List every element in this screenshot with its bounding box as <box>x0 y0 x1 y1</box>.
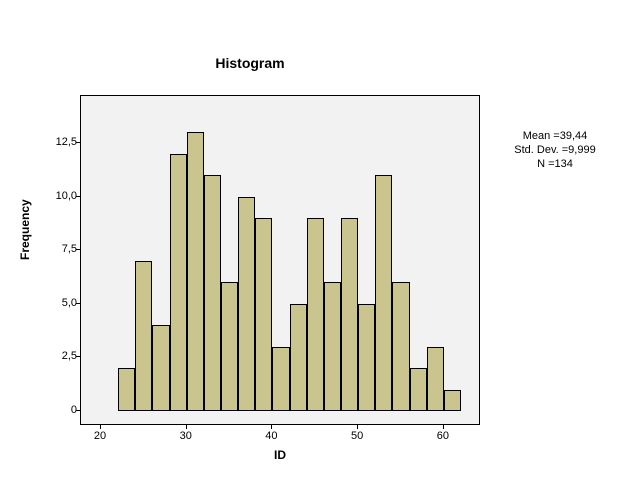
histogram-bar <box>272 347 289 411</box>
y-tick-label: 12,5 <box>37 136 77 148</box>
histogram-bar <box>238 197 255 411</box>
stat-mean: Mean =39,44 <box>495 130 615 144</box>
histogram-bar <box>392 282 409 411</box>
histogram-bar <box>375 175 392 411</box>
x-tick-label: 50 <box>351 430 363 442</box>
y-tick-label: 0 <box>37 404 77 416</box>
plot-inner <box>101 111 461 411</box>
x-tick-mark <box>357 425 358 429</box>
histogram-bar <box>444 390 461 411</box>
stat-n: N =134 <box>495 158 615 172</box>
y-axis-label: Frequency <box>18 199 32 260</box>
histogram-bar <box>410 368 427 411</box>
histogram-bar <box>152 325 169 411</box>
y-tick-mark <box>76 142 80 143</box>
y-tick-mark <box>76 249 80 250</box>
histogram-bar <box>427 347 444 411</box>
y-tick-mark <box>76 303 80 304</box>
histogram-bar <box>170 154 187 411</box>
stats-box: Mean =39,44 Std. Dev. =9,999 N =134 <box>495 130 615 171</box>
y-tick-mark <box>76 356 80 357</box>
histogram-bar <box>290 304 307 411</box>
histogram-bar <box>307 218 324 411</box>
y-tick-label: 2,5 <box>37 350 77 362</box>
stat-stddev: Std. Dev. =9,999 <box>495 144 615 158</box>
histogram-bar <box>118 368 135 411</box>
x-tick-label: 60 <box>437 430 449 442</box>
y-tick-label: 10,0 <box>37 190 77 202</box>
x-tick-label: 20 <box>94 430 106 442</box>
y-tick-label: 7,5 <box>37 243 77 255</box>
histogram-bar <box>255 218 272 411</box>
y-tick-mark <box>76 410 80 411</box>
chart-canvas: Histogram Frequency ID Mean =39,44 Std. … <box>0 0 625 500</box>
y-tick-mark <box>76 196 80 197</box>
histogram-bar <box>358 304 375 411</box>
x-tick-mark <box>100 425 101 429</box>
chart-title: Histogram <box>0 55 500 71</box>
x-tick-label: 40 <box>265 430 277 442</box>
histogram-bar <box>341 218 358 411</box>
x-tick-mark <box>443 425 444 429</box>
x-tick-mark <box>271 425 272 429</box>
histogram-bar <box>324 282 341 411</box>
x-tick-mark <box>186 425 187 429</box>
histogram-bar <box>221 282 238 411</box>
y-tick-label: 5,0 <box>37 297 77 309</box>
histogram-bar <box>204 175 221 411</box>
x-tick-label: 30 <box>180 430 192 442</box>
x-axis-label: ID <box>80 448 480 462</box>
plot-area <box>80 95 480 425</box>
histogram-bar <box>187 132 204 411</box>
histogram-bar <box>135 261 152 411</box>
